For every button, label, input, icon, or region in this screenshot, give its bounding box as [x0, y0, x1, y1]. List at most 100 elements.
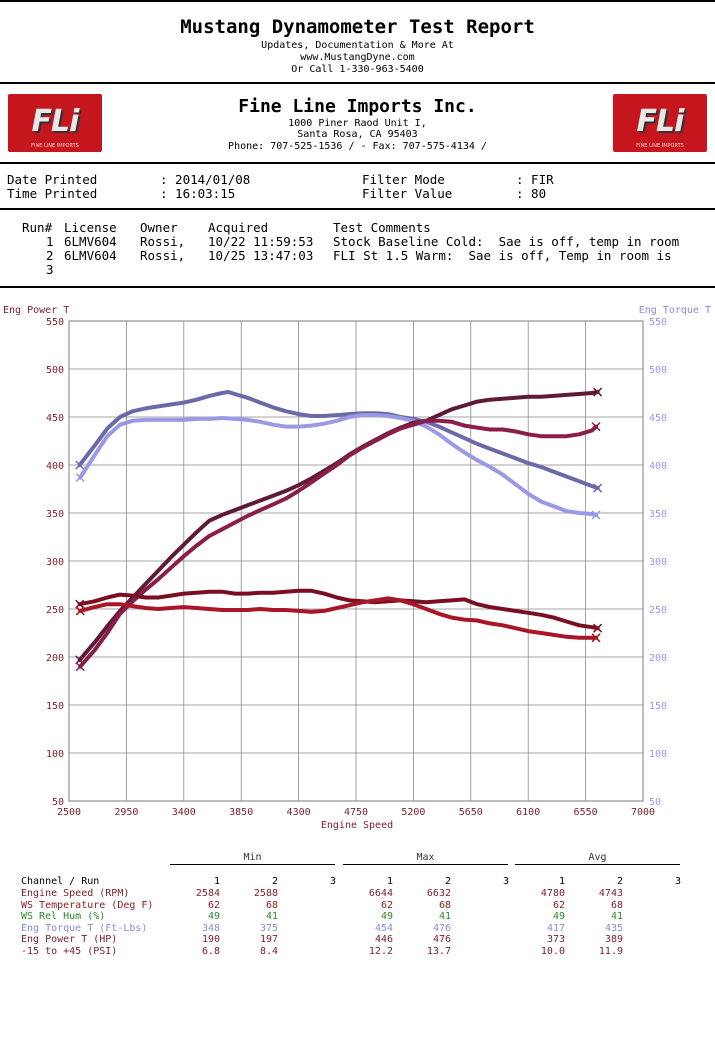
summary-cell-max: 476 [432, 934, 451, 945]
series-end-marker [591, 633, 601, 643]
y-tick-label-left: 550 [46, 317, 64, 328]
run-2-comments: FLI St 1.5 Warm: Sae is off, Temp in roo… [333, 248, 672, 263]
report-subtitle-2: www.MustangDyne.com [300, 52, 415, 63]
summary-cell-avg: 417 [546, 922, 565, 934]
series-start-marker [75, 606, 85, 616]
summary-run-header: 2 [444, 876, 451, 887]
series-end-marker [593, 483, 603, 493]
logo-subtext: FINE LINE IMPORTS [31, 143, 79, 149]
x-ticks: 2500 2950 3400 3850 4300 4750 5200 5650 6100 6550… [57, 807, 655, 818]
y-tick-label-right: 250 [649, 605, 667, 616]
time-printed-label: Time Printed [7, 186, 98, 201]
summary-run-header: 2 [616, 876, 623, 887]
divider-1 [0, 82, 715, 84]
summary-cell-avg: 373 [546, 934, 565, 945]
series-line-torque-run-1 [77, 390, 600, 490]
summary-cell-max: 454 [374, 922, 393, 934]
run-1-license: 6LMV604 [64, 234, 117, 249]
summary-cell-avg: 4780 [540, 888, 565, 899]
y-tick-label-left: 300 [46, 557, 64, 568]
x-tick-label: 7000 [631, 807, 655, 818]
right-axis-label: Eng Torque T [639, 305, 711, 316]
y-tick-label-right: 550 [649, 317, 667, 328]
summary-cell-max: 41 [438, 911, 451, 922]
shop-logo-right: FLi FINE LINE IMPORTS [613, 94, 707, 152]
summary-cell-avg: 49 [552, 911, 565, 922]
y-tick-label-right: 400 [649, 461, 667, 472]
summary-cell-min: 62 [207, 899, 220, 911]
summary-cell-min: 375 [259, 922, 278, 934]
summary-row-label: Eng Power T (HP) [21, 934, 118, 945]
filter-mode-value: : FIR [516, 172, 554, 187]
series-line-psi-run-1 [77, 588, 600, 631]
y-tick-label-left: 250 [46, 605, 64, 616]
chart-series [75, 387, 603, 672]
shop-address-2: Santa Rosa, CA 95403 [297, 129, 418, 140]
summary-row-label: Engine Speed (RPM) [21, 888, 130, 899]
top-border [0, 0, 715, 2]
runs-header-license: License [64, 220, 117, 235]
summary-cell-max: 49 [380, 911, 393, 922]
runs-header-acquired: Acquired [208, 220, 269, 235]
summary-cell-avg: 41 [610, 911, 623, 922]
run-1-owner: Rossi, [140, 234, 186, 249]
summary-cell-max: 6632 [426, 888, 451, 899]
summary-group-max: Max [416, 852, 435, 863]
summary-run-header: 2 [271, 876, 278, 887]
summary-cell-avg: 11.9 [598, 945, 623, 957]
y-tick-label-left: 450 [46, 413, 64, 424]
shop-phone: Phone: 707-525-1536 / - Fax: 707-575-413… [228, 141, 487, 152]
summary-cell-avg: 10.0 [540, 945, 565, 957]
y-tick-label-right: 300 [649, 557, 667, 568]
series-end-marker [593, 387, 603, 397]
summary-cell-max: 62 [380, 899, 393, 911]
summary-cell-max: 12.2 [368, 945, 393, 957]
summary-cell-min: 197 [259, 934, 278, 945]
x-tick-label: 5200 [401, 807, 425, 818]
summary-cell-min: 190 [201, 934, 220, 945]
run-1-acquired: 10/22 11:59:53 [208, 234, 314, 249]
logo-text: FLi [31, 104, 80, 139]
series-end-marker [591, 422, 601, 432]
summary-run-header: 3 [674, 876, 681, 887]
summary-cell-avg: 435 [604, 922, 623, 934]
x-tick-label: 5650 [459, 807, 483, 818]
y-tick-label-left: 150 [46, 701, 64, 712]
run-2-owner: Rossi, [140, 248, 186, 263]
x-axis-label: Engine Speed [321, 820, 393, 831]
summary-row-label: WS Temperature (Deg F) [21, 899, 154, 911]
run-2-license: 6LMV604 [64, 248, 117, 263]
summary-cell-avg: 68 [610, 899, 623, 911]
summary-group-rule [170, 864, 335, 865]
dyno-chart: 50 100 150 200 250 300 350 400 450 500 550 50 100 15… [3, 305, 711, 831]
summary-group-avg: Avg [588, 852, 607, 863]
runs-header-owner: Owner [140, 220, 178, 235]
report-title: Mustang Dynamometer Test Report [180, 16, 535, 38]
divider-3 [0, 208, 715, 210]
logo-subtext: FINE LINE IMPORTS [636, 143, 684, 149]
summary-cell-min: 6.8 [201, 945, 220, 957]
summary-cell-avg: 62 [552, 899, 565, 911]
x-tick-label: 4750 [344, 807, 368, 818]
series-start-marker [75, 460, 85, 470]
summary-group-rule [515, 864, 680, 865]
series-start-marker [75, 662, 85, 672]
summary-cell-max: 476 [432, 922, 451, 934]
time-printed-value: : 16:03:15 [160, 186, 236, 201]
summary-cell-min: 49 [207, 911, 220, 922]
summary-cell-max: 68 [438, 899, 451, 911]
summary-cell-avg: 4743 [598, 888, 623, 899]
summary-group-min: Min [243, 852, 262, 863]
y-tick-label-right: 150 [649, 701, 667, 712]
logo-text: FLi [636, 104, 685, 139]
y-tick-label-right: 350 [649, 509, 667, 520]
filter-value-label: Filter Value [362, 186, 453, 201]
divider-4 [0, 286, 715, 288]
y-tick-label-left: 350 [46, 509, 64, 520]
summary-cell-min: 8.4 [259, 945, 278, 957]
x-tick-label: 6100 [516, 807, 540, 818]
summary-cell-avg: 389 [604, 934, 623, 945]
x-tick-label: 4300 [287, 807, 311, 818]
summary-run-header: 3 [502, 876, 509, 887]
shop-logo-left: FLi FINE LINE IMPORTS [8, 94, 102, 152]
